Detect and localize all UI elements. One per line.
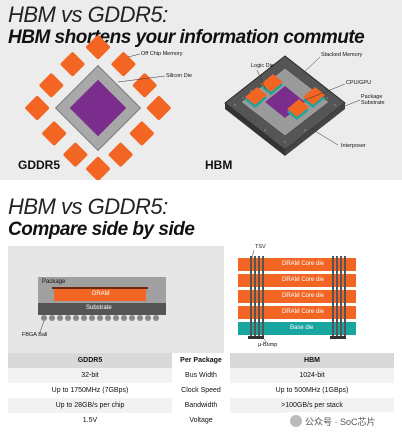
watermark-text: 公众号 · SoC芯片 xyxy=(305,417,376,427)
off-chip-memory-4 xyxy=(146,96,171,120)
off-chip-memory-8 xyxy=(63,142,88,167)
table-cell-gddr5: Up to 1750MHz (7GBps) xyxy=(51,387,129,394)
table-header-per-package: Per Package xyxy=(172,353,230,368)
label-core-die-1: DRAM Core die xyxy=(282,261,325,267)
label-core-die-3: DRAM Core die xyxy=(282,293,325,299)
bottom-title: HBM vs GDDR5: xyxy=(8,194,168,219)
table-row: Up to 28GB/s per chip Bandwidth >100GB/s… xyxy=(0,398,402,413)
hbm-caption: HBM xyxy=(205,158,233,172)
label-tsv: TSV xyxy=(255,244,266,250)
table-cell-metric: Clock Speed xyxy=(181,387,221,394)
gddr5-cross-section xyxy=(38,277,166,333)
label-interposer: Interposer xyxy=(341,143,366,149)
off-chip-memory-7 xyxy=(86,156,110,180)
watermark: 公众号 · SoC芯片 xyxy=(286,412,398,430)
label-core-die-4: DRAM Core die xyxy=(282,309,325,315)
off-chip-memory-2 xyxy=(111,52,136,77)
off-chip-memory-11 xyxy=(39,73,64,98)
table-row: Up to 1750MHz (7GBps) Clock Speed Up to … xyxy=(0,383,402,398)
label-package-substrate: Package Substrate xyxy=(361,94,385,106)
gddr5-silicon-die xyxy=(69,79,127,137)
table-cell-metric: Voltage xyxy=(189,417,213,424)
off-chip-memory-12 xyxy=(60,52,85,77)
table-row: 32-bit Bus Width 1024-bit xyxy=(0,368,402,383)
off-chip-memory-5 xyxy=(129,121,154,146)
gddr5-diagram xyxy=(25,35,171,180)
table-cell-gddr5: 1.5V xyxy=(82,417,98,424)
gddr5-caption: GDDR5 xyxy=(18,158,61,172)
label-silicon-die: Silicon Die xyxy=(166,73,192,79)
bottom-subtitle: Compare side by side xyxy=(8,219,195,240)
label-package: Package xyxy=(42,279,66,285)
label-logic-die: Logic Die xyxy=(251,63,274,69)
label-fbga-ball: FBGA Ball xyxy=(22,332,48,338)
label-dram: DRAM xyxy=(92,291,110,297)
hbm-diagram xyxy=(224,55,361,156)
hbm-cross-section xyxy=(238,249,356,345)
off-chip-memory-10 xyxy=(25,96,50,120)
table-header-hbm: HBM xyxy=(230,353,394,368)
table-cell-metric: Bandwidth xyxy=(184,402,218,409)
base-die xyxy=(238,322,356,335)
table-header-row: GDDR5 Per Package HBM xyxy=(0,353,402,368)
label-base-die: Base die xyxy=(290,325,314,331)
label-ubump: µ-Bump xyxy=(258,342,278,348)
label-cpu-gpu: CPU/GPU xyxy=(346,80,372,86)
top-panel: HBM vs GDDR5: HBM shortens your informat… xyxy=(0,0,402,180)
off-chip-memory-1 xyxy=(86,35,110,60)
wechat-icon xyxy=(290,415,302,427)
table-header-gddr5: GDDR5 xyxy=(8,353,172,368)
off-chip-memory-9 xyxy=(42,121,67,146)
bottom-panel: HBM vs GDDR5: Compare side by side Packa… xyxy=(0,186,402,438)
table-cell-gddr5: Up to 28GB/s per chip xyxy=(8,398,172,413)
table-cell-gddr5: 32-bit xyxy=(8,368,172,383)
label-substrate: Substrate xyxy=(86,305,112,311)
fbga-balls xyxy=(41,315,159,321)
top-title: HBM vs GDDR5: xyxy=(8,2,168,27)
table-cell-hbm: 1024-bit xyxy=(230,368,394,383)
cross-dram xyxy=(54,289,146,301)
off-chip-memory-6 xyxy=(108,142,133,167)
cross-substrate xyxy=(38,303,166,315)
table-cell-metric: Bus Width xyxy=(185,372,217,379)
table-cell-hbm: >100GB/s per stack xyxy=(230,398,394,413)
label-stacked-memory: Stacked Memory xyxy=(321,52,363,58)
table-cell-hbm: Up to 500MHz (1GBps) xyxy=(275,387,349,394)
hbm-stacked-memory xyxy=(245,74,325,120)
label-off-chip-memory: Off Chip Memory xyxy=(141,51,183,57)
label-core-die-2: DRAM Core die xyxy=(282,277,325,283)
